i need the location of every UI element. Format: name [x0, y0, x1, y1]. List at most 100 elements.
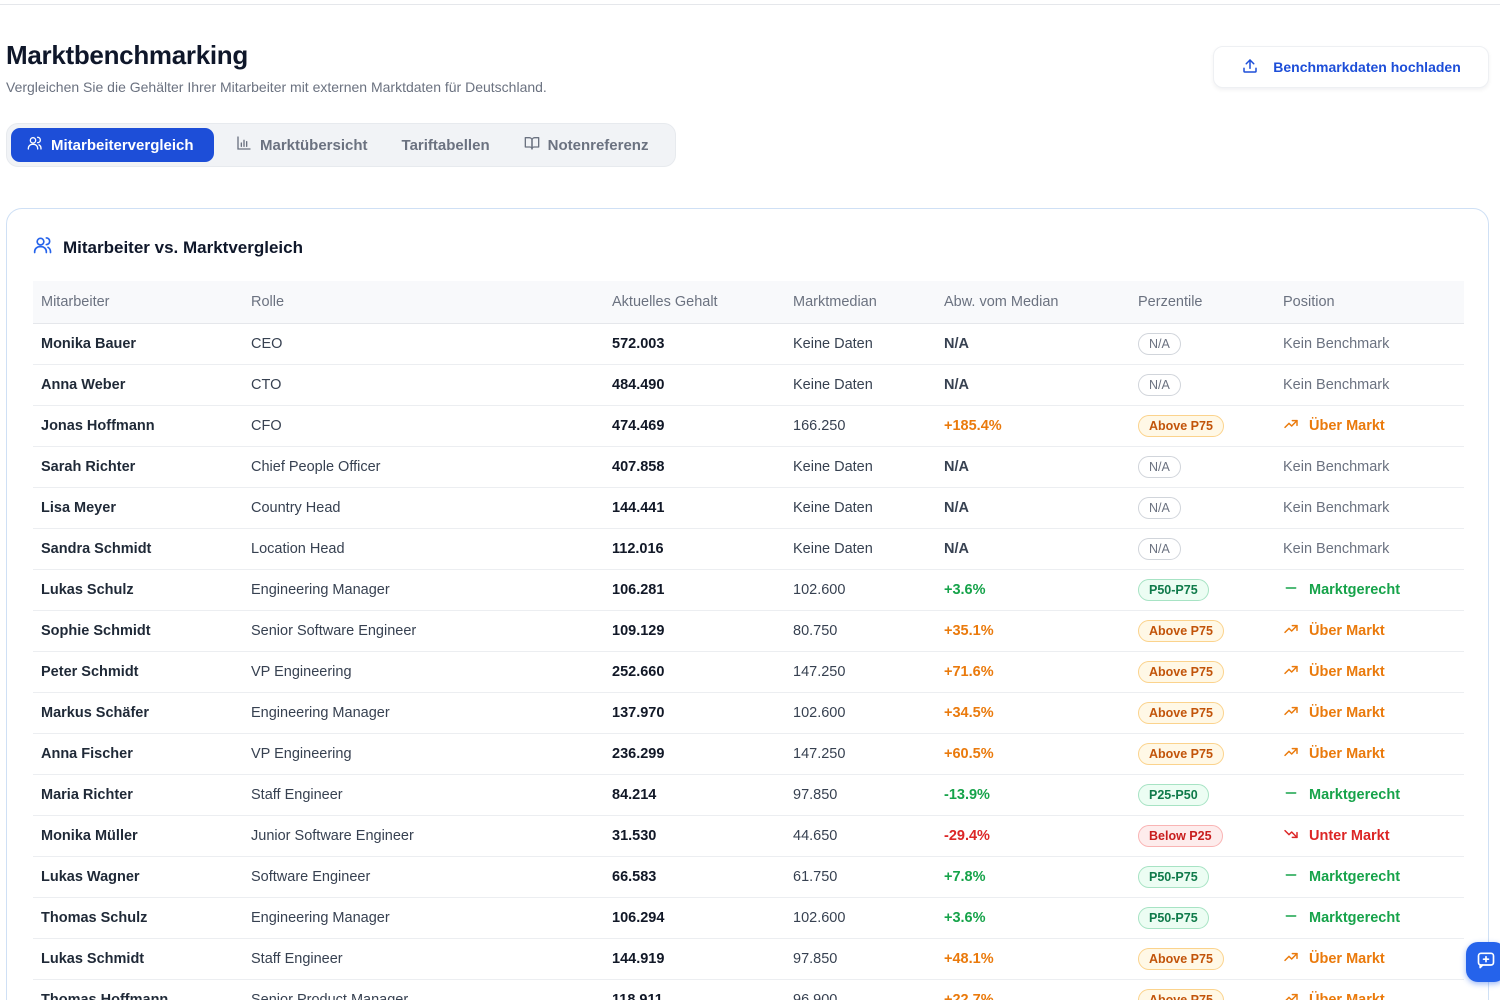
employee-name: Thomas Schulz [33, 897, 243, 939]
table-row[interactable]: Peter Schmidt VP Engineering 252.660 147… [33, 651, 1464, 693]
column-header-percentile[interactable]: Perzentile [1130, 281, 1275, 324]
percentile-badge: Above P75 [1138, 947, 1224, 970]
table-row[interactable]: Anna Weber CTO 484.490 Keine Daten N/A N… [33, 364, 1464, 406]
current-salary: 236.299 [604, 733, 785, 775]
market-median: Keine Daten [785, 528, 936, 570]
employee-role: Junior Software Engineer [243, 815, 604, 857]
table-row[interactable]: Maria Richter Staff Engineer 84.214 97.8… [33, 774, 1464, 816]
table-row[interactable]: Lukas Schulz Engineering Manager 106.281… [33, 569, 1464, 611]
percentile-cell: N/A [1130, 446, 1275, 488]
percentile-badge: N/A [1138, 455, 1181, 478]
current-salary: 109.129 [604, 610, 785, 652]
table-row[interactable]: Sarah Richter Chief People Officer 407.8… [33, 446, 1464, 488]
percentile-cell: Above P75 [1130, 610, 1275, 652]
employee-role: Senior Product Manager [243, 979, 604, 1000]
table-row[interactable]: Sandra Schmidt Location Head 112.016 Kei… [33, 528, 1464, 570]
percentile-badge: P50-P75 [1138, 906, 1209, 929]
percentile-cell: Above P75 [1130, 651, 1275, 693]
percentile-cell: P50-P75 [1130, 856, 1275, 898]
market-median: 61.750 [785, 856, 936, 898]
median-deviation: +60.5% [936, 733, 1130, 775]
percentile-badge: P25-P50 [1138, 783, 1209, 806]
tab-label: Marktübersicht [260, 136, 368, 154]
position-cell: Kein Benchmark [1275, 446, 1464, 488]
median-deviation: +3.6% [936, 569, 1130, 611]
current-salary: 106.294 [604, 897, 785, 939]
table-row[interactable]: Lisa Meyer Country Head 144.441 Keine Da… [33, 487, 1464, 529]
tab-mitarbeitervergleich[interactable]: Mitarbeitervergleich [11, 128, 214, 162]
table-row[interactable]: Monika Bauer CEO 572.003 Keine Daten N/A… [33, 323, 1464, 365]
position-cell: Über Markt [1275, 938, 1464, 980]
position-label: Über Markt [1309, 704, 1385, 721]
percentile-cell: N/A [1130, 323, 1275, 365]
current-salary: 144.441 [604, 487, 785, 529]
card-header: Mitarbeiter vs. Marktvergleich [33, 235, 303, 260]
comparison-table: Mitarbeiter Rolle Aktuelles Gehalt Markt… [33, 281, 1464, 1000]
top-divider [0, 4, 1500, 5]
position-label: Kein Benchmark [1283, 540, 1390, 557]
users-icon [27, 135, 43, 155]
position-label: Marktgerecht [1309, 868, 1401, 885]
position-label: Über Markt [1309, 950, 1385, 967]
table-row[interactable]: Thomas Hoffmann Senior Product Manager 1… [33, 979, 1464, 1000]
upload-benchmark-button[interactable]: Benchmarkdaten hochladen [1213, 46, 1489, 88]
employee-role: CEO [243, 323, 604, 365]
column-header-employee[interactable]: Mitarbeiter [33, 281, 243, 324]
position-cell: Marktgerecht [1275, 897, 1464, 939]
table-row[interactable]: Monika Müller Junior Software Engineer 3… [33, 815, 1464, 857]
current-salary: 66.583 [604, 856, 785, 898]
chat-button[interactable] [1466, 942, 1500, 982]
table-row[interactable]: Lukas Schmidt Staff Engineer 144.919 97.… [33, 938, 1464, 980]
position-indicator: Über Markt [1283, 703, 1385, 723]
trend-up-icon [1283, 949, 1299, 969]
current-salary: 118.911 [604, 979, 785, 1000]
position-cell: Kein Benchmark [1275, 323, 1464, 365]
position-cell: Marktgerecht [1275, 774, 1464, 816]
trend-up-icon [1283, 416, 1299, 436]
current-salary: 144.919 [604, 938, 785, 980]
current-salary: 407.858 [604, 446, 785, 488]
employee-role: Engineering Manager [243, 897, 604, 939]
position-cell: Über Markt [1275, 610, 1464, 652]
position-indicator: Über Markt [1283, 416, 1385, 436]
median-deviation: +22.7% [936, 979, 1130, 1000]
current-salary: 572.003 [604, 323, 785, 365]
position-cell: Kein Benchmark [1275, 528, 1464, 570]
column-header-deviation[interactable]: Abw. vom Median [936, 281, 1130, 324]
position-cell: Unter Markt [1275, 815, 1464, 857]
tab-marktuebersicht[interactable]: Marktübersicht [220, 128, 384, 162]
column-header-median[interactable]: Marktmedian [785, 281, 936, 324]
employee-name: Anna Weber [33, 364, 243, 406]
market-median: 80.750 [785, 610, 936, 652]
position-cell: Über Markt [1275, 405, 1464, 447]
employee-name: Sarah Richter [33, 446, 243, 488]
page-title: Marktbenchmarking [6, 40, 248, 70]
position-indicator: Marktgerecht [1283, 580, 1400, 600]
column-header-position[interactable]: Position [1275, 281, 1464, 324]
current-salary: 252.660 [604, 651, 785, 693]
column-header-salary[interactable]: Aktuelles Gehalt [604, 281, 785, 324]
position-label: Über Markt [1309, 745, 1385, 762]
percentile-badge: Above P75 [1138, 701, 1224, 724]
table-row[interactable]: Jonas Hoffmann CFO 474.469 166.250 +185.… [33, 405, 1464, 447]
table-row[interactable]: Markus Schäfer Engineering Manager 137.9… [33, 692, 1464, 734]
tab-notenreferenz[interactable]: Notenreferenz [508, 128, 665, 162]
median-deviation: N/A [936, 323, 1130, 365]
column-header-role[interactable]: Rolle [243, 281, 604, 324]
table-row[interactable]: Thomas Schulz Engineering Manager 106.29… [33, 897, 1464, 939]
employee-name: Lukas Wagner [33, 856, 243, 898]
position-indicator: Marktgerecht [1283, 785, 1400, 805]
position-label: Marktgerecht [1309, 581, 1401, 598]
position-cell: Kein Benchmark [1275, 364, 1464, 406]
position-cell: Marktgerecht [1275, 856, 1464, 898]
market-median: 97.850 [785, 774, 936, 816]
table-row[interactable]: Anna Fischer VP Engineering 236.299 147.… [33, 733, 1464, 775]
market-median: 97.850 [785, 938, 936, 980]
employee-name: Anna Fischer [33, 733, 243, 775]
median-deviation: -13.9% [936, 774, 1130, 816]
table-row[interactable]: Lukas Wagner Software Engineer 66.583 61… [33, 856, 1464, 898]
market-median: 166.250 [785, 405, 936, 447]
table-row[interactable]: Sophie Schmidt Senior Software Engineer … [33, 610, 1464, 652]
tab-tariftabellen[interactable]: Tariftabellen [386, 128, 506, 162]
book-icon [524, 135, 540, 155]
